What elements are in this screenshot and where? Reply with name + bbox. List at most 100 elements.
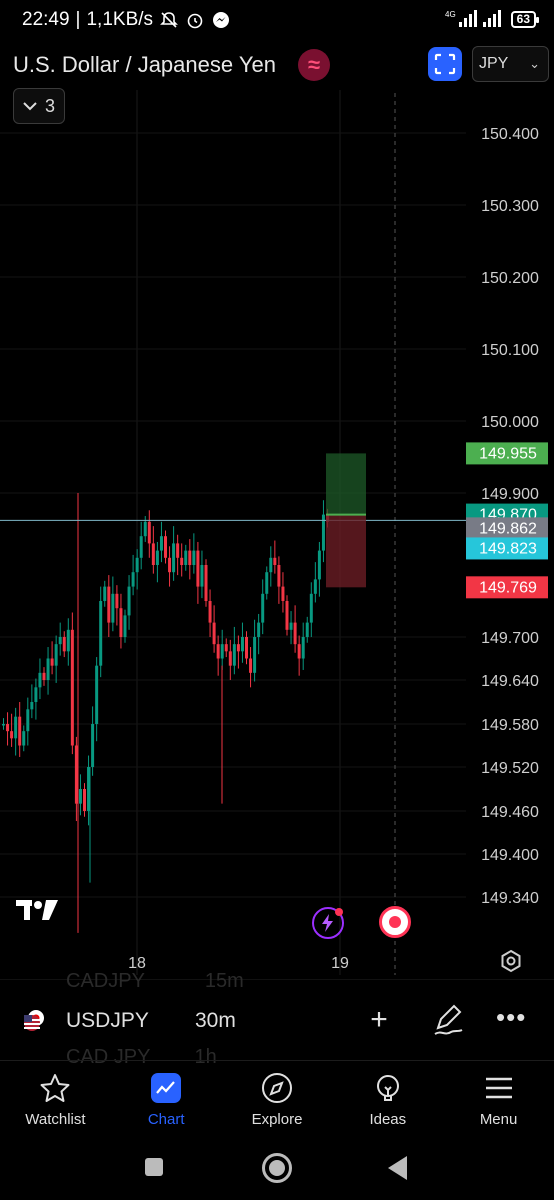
- price-label-text: 149.955: [479, 445, 537, 462]
- stop-loss-zone[interactable]: [326, 514, 366, 588]
- candle-body: [176, 543, 180, 558]
- record-button[interactable]: [379, 906, 411, 938]
- chevron-down-icon: ⌄: [529, 56, 540, 71]
- candle-body: [277, 565, 281, 587]
- candle-body: [58, 637, 62, 645]
- candle-body: [273, 557, 277, 565]
- candle-body: [321, 514, 325, 551]
- candle-body: [2, 724, 5, 726]
- bottom-nav: Watchlist Chart Explore Ideas Menu: [0, 1060, 554, 1136]
- chevron-down-icon: [23, 102, 37, 111]
- candle-body: [143, 521, 147, 537]
- price-label-text: 149.862: [479, 520, 537, 537]
- candle-body: [26, 709, 30, 732]
- candle-body: [62, 637, 66, 652]
- y-tick-label: 149.460: [481, 804, 539, 821]
- candle-body: [135, 557, 139, 573]
- candle-body: [99, 601, 103, 666]
- nav-explore[interactable]: Explore: [222, 1061, 333, 1136]
- add-icon[interactable]: +: [370, 1003, 388, 1036]
- y-tick-label: 150.000: [481, 414, 539, 431]
- y-tick-label: 149.580: [481, 717, 539, 734]
- candle-body: [18, 716, 22, 746]
- candle-body: [301, 637, 305, 659]
- candle-body: [212, 622, 216, 645]
- price-label: [466, 517, 548, 540]
- symbol-name[interactable]: USDJPY: [66, 1009, 149, 1032]
- y-tick-label: 150.300: [481, 198, 539, 215]
- nav-chart[interactable]: Chart: [111, 1061, 222, 1136]
- currency-select[interactable]: JPY ⌄: [472, 46, 549, 82]
- candle-body: [188, 550, 192, 565]
- home-icon[interactable]: [262, 1153, 292, 1183]
- y-tick-label: 149.400: [481, 847, 539, 864]
- candle-body: [285, 601, 289, 630]
- nav-ideas[interactable]: Ideas: [332, 1061, 443, 1136]
- ghost-symbol-above: CADJPY 15m: [66, 970, 244, 992]
- price-label: [466, 442, 548, 465]
- nav-watchlist[interactable]: Watchlist: [0, 1061, 111, 1136]
- indicator-count: 3: [44, 95, 55, 116]
- candle-body: [204, 565, 208, 601]
- status-bar: 22:49 | 1,1KB/s 4G 63: [0, 0, 554, 40]
- candle-body: [95, 665, 99, 724]
- candle-body: [115, 593, 119, 609]
- y-tick-label: 150.200: [481, 270, 539, 287]
- candle-body: [220, 644, 224, 659]
- candle-body: [269, 557, 273, 573]
- candle-body: [172, 543, 176, 573]
- signal-icon: 4G: [445, 10, 477, 27]
- candle-body: [236, 644, 240, 652]
- candle-body: [30, 702, 34, 710]
- candle-body: [10, 731, 14, 739]
- candle-body: [78, 789, 82, 804]
- interval-selector[interactable]: 30m: [195, 1009, 236, 1032]
- price-chart[interactable]: 149.955149.87010:13149.862149.823149.769…: [0, 90, 554, 980]
- candle-body: [293, 622, 297, 645]
- candle-body: [147, 521, 151, 544]
- take-profit-zone[interactable]: [326, 453, 366, 515]
- candle-body: [46, 658, 50, 680]
- candle-body: [281, 586, 285, 601]
- indicators-toggle[interactable]: 3: [13, 88, 65, 124]
- fullscreen-button[interactable]: [428, 47, 462, 81]
- candle-body: [70, 629, 74, 746]
- candle-body: [66, 629, 70, 652]
- x-tick-label: 18: [128, 955, 146, 972]
- battery-icon: 63: [510, 10, 540, 28]
- candle-body: [240, 637, 244, 652]
- candle-body: [159, 536, 163, 551]
- lightning-button[interactable]: [312, 907, 344, 939]
- nav-menu[interactable]: Menu: [443, 1061, 554, 1136]
- candle-body: [127, 586, 131, 616]
- candle-body: [103, 586, 107, 601]
- candle-body: [224, 644, 228, 652]
- candle-body: [200, 565, 204, 587]
- ghost-symbol-below: CAD JPY 1h: [66, 1046, 217, 1068]
- symbol-row[interactable]: USDJPY 30m + •••: [0, 1000, 554, 1042]
- approx-icon[interactable]: ≈: [298, 49, 330, 81]
- candle-body: [192, 550, 196, 565]
- candle-body: [107, 586, 111, 623]
- candle-body: [297, 644, 301, 659]
- price-label: [466, 576, 548, 599]
- candle-body: [111, 593, 115, 623]
- candle-body: [249, 658, 253, 673]
- candle-body: [232, 644, 236, 666]
- y-tick-label: 149.700: [481, 630, 539, 647]
- candle-body: [261, 593, 265, 623]
- settings-icon[interactable]: [498, 948, 524, 974]
- candle-body: [123, 615, 127, 637]
- candle-body: [313, 579, 317, 594]
- recent-apps-icon[interactable]: [145, 1158, 163, 1176]
- draw-tool-icon[interactable]: [432, 1002, 466, 1038]
- lightbulb-icon: [376, 1075, 399, 1101]
- candle-body: [228, 651, 232, 666]
- candle-body: [265, 572, 269, 594]
- more-icon[interactable]: •••: [496, 1002, 527, 1032]
- symbol-title[interactable]: U.S. Dollar / Japanese Yen: [13, 52, 276, 77]
- candle-body: [305, 622, 309, 637]
- back-icon[interactable]: [388, 1156, 407, 1180]
- currency-value: JPY: [479, 55, 509, 72]
- candle-body: [168, 557, 172, 573]
